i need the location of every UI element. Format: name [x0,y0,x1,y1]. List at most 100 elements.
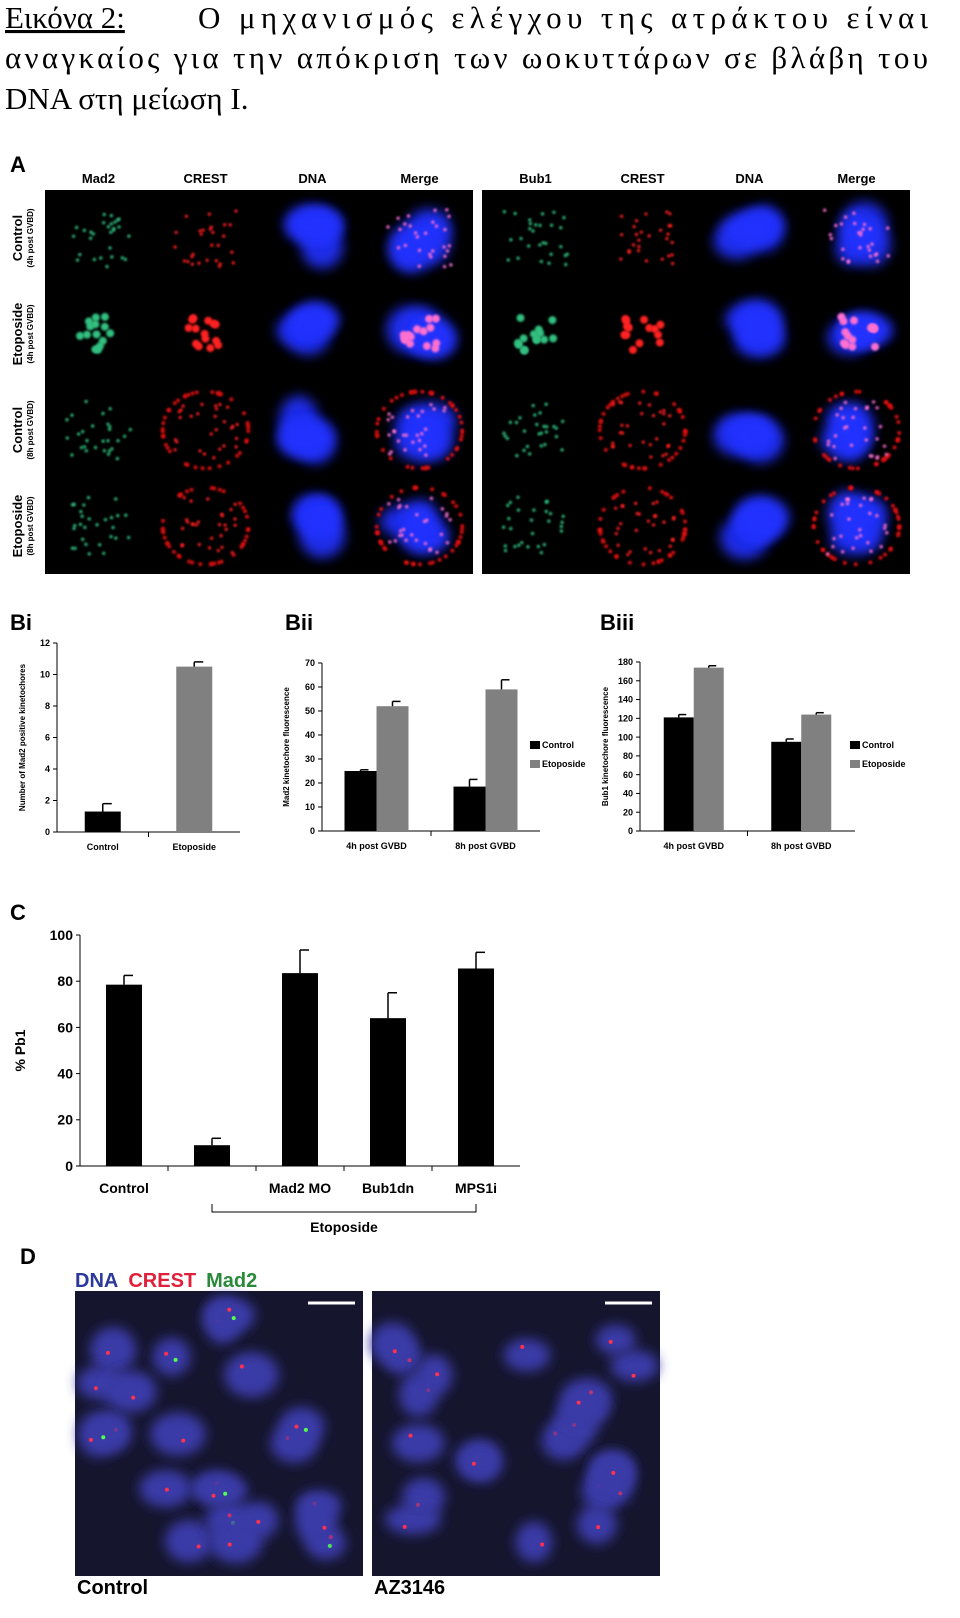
signal [886,254,890,258]
signal [635,339,644,348]
mad2-signal [101,1435,106,1440]
signal [418,448,422,452]
signal [637,245,641,249]
signal [403,448,407,452]
micrograph-background [152,478,259,574]
signal [413,485,418,490]
kinetochore [435,1372,440,1377]
signal [431,249,435,253]
signal [561,514,565,518]
signal [231,261,235,265]
legend-label: Control [542,740,574,750]
signal [514,420,519,425]
legend-label: DNA [75,1270,118,1292]
signal [399,529,403,533]
signal [445,512,449,516]
mad2-signal [223,1491,228,1496]
signal [117,217,121,221]
signal [217,523,222,527]
signal [672,402,677,407]
signal [458,437,463,442]
signal [874,462,879,467]
signal [658,410,662,414]
signal [665,210,669,214]
signal [231,424,235,429]
signal [445,208,449,212]
signal [405,464,410,469]
signal [644,259,649,263]
signal [868,323,877,332]
signal [535,422,539,427]
legend-swatch [530,760,540,768]
signal [627,249,631,253]
signal [460,526,465,531]
signal [681,438,686,443]
dna-blob [839,213,873,249]
column-header: Merge [400,171,438,186]
signal [210,243,214,247]
y-tick-label: 80 [57,973,73,989]
signal [542,424,546,428]
signal [393,539,397,543]
signal [669,495,674,500]
signal [214,341,223,350]
signal [406,214,411,218]
signal [89,236,93,240]
signal [597,424,602,429]
signal [841,257,845,261]
signal [423,541,428,546]
signal [853,221,857,226]
bar [771,741,802,831]
bar [458,968,494,1166]
signal [509,526,513,531]
signal [615,396,620,401]
signal [516,495,520,499]
signal [532,336,541,345]
signal [458,535,463,540]
signal [613,506,618,510]
kinetochore [294,1424,299,1429]
signal [160,429,165,434]
dna-blob [720,213,775,246]
signal [73,524,77,528]
micrograph [366,478,473,574]
micrograph-background [589,286,696,382]
signal [244,439,249,444]
signal [161,518,166,523]
signal [871,342,880,351]
micrograph-background [589,382,696,478]
signal [84,542,88,546]
signal [851,415,855,419]
signal [123,257,127,261]
signal [417,438,422,443]
signal [620,504,624,508]
signal [852,211,856,215]
signal [410,561,415,566]
signal [426,323,435,332]
signal [111,525,115,530]
signal [110,447,114,451]
signal [417,264,421,268]
signal [678,445,683,450]
signal [186,259,190,264]
signal [896,514,901,519]
signal [534,223,538,227]
signal [641,562,646,567]
signal [386,225,390,229]
signal [529,518,534,522]
signal [537,432,541,436]
signal [826,439,831,443]
signal [672,516,676,520]
signal [449,263,453,267]
y-tick-label: 100 [618,732,633,742]
signal [239,544,244,549]
micrograph [589,286,696,382]
signal [70,546,75,550]
signal [403,243,407,248]
signal [563,253,567,258]
signal [647,486,652,491]
signal [540,335,549,344]
signal [611,441,615,445]
signal [509,238,513,242]
signal [520,541,524,545]
